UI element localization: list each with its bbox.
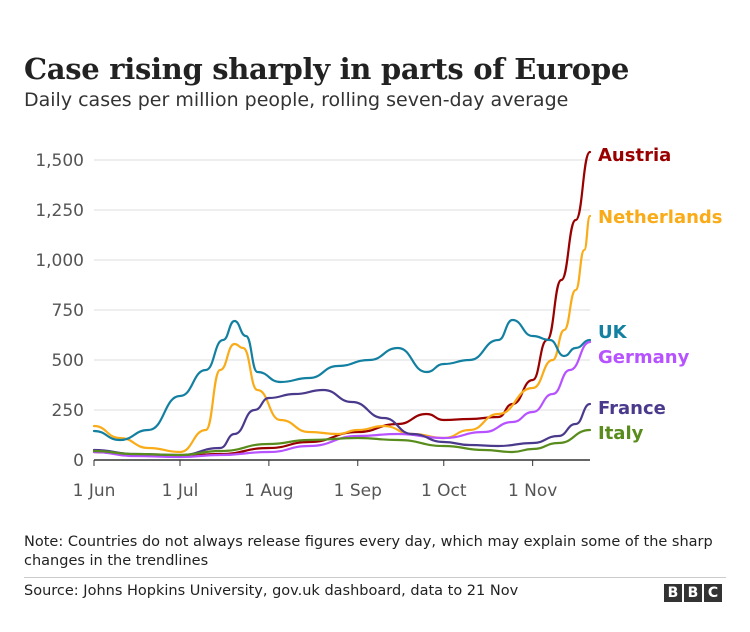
y-tick-label: 500: [52, 351, 84, 371]
y-tick-label: 0: [73, 451, 84, 471]
series-labels: Austria Netherlands UK Germany France Italy: [598, 145, 723, 444]
x-tick-label: 1 Sep: [334, 481, 382, 501]
x-tick-label: 1 Jul: [162, 481, 199, 501]
chart-title: Case rising sharply in parts of Europe: [24, 52, 629, 86]
footer-divider: [24, 577, 726, 578]
series-label-france: France: [598, 398, 666, 419]
y-tick-label: 1,500: [35, 151, 84, 171]
x-tick-label: 1 Jun: [73, 481, 116, 501]
y-axis: 0 250 500 750 1,000 1,250 1,500: [35, 151, 84, 471]
x-tick-label: 1 Oct: [421, 481, 467, 501]
logo-letter: B: [684, 584, 702, 602]
logo-letter: B: [664, 584, 682, 602]
series-line-france: [92, 388, 592, 457]
footnote: Note: Countries do not always release fi…: [24, 534, 713, 569]
series-label-germany: Germany: [598, 347, 690, 368]
series-label-italy: Italy: [598, 423, 644, 444]
y-tick-label: 1,250: [35, 201, 84, 221]
chart-subtitle: Daily cases per million people, rolling …: [24, 89, 569, 111]
series-label-uk: UK: [598, 322, 628, 343]
series-lines: [92, 150, 592, 459]
x-axis: 1 Jun 1 Jul 1 Aug 1 Sep 1 Oct 1 Nov: [73, 460, 557, 501]
y-tick-label: 250: [52, 401, 84, 421]
x-tick-label: 1 Aug: [244, 481, 293, 501]
logo-letter: C: [704, 584, 722, 602]
grid: [94, 159, 590, 461]
y-tick-label: 1,000: [35, 251, 84, 271]
y-tick-label: 750: [52, 301, 84, 321]
series-line-netherlands: [92, 214, 592, 454]
bbc-logo: B B C: [664, 584, 722, 602]
source-text: Source: Johns Hopkins University, gov.uk…: [24, 583, 519, 599]
series-line-germany: [92, 340, 592, 459]
series-line-uk: [92, 318, 592, 442]
line-chart: 0 250 500 750 1,000 1,250 1,500 1 Jun 1 Jul 1 Au…: [35, 145, 723, 501]
series-label-netherlands: Netherlands: [598, 207, 723, 228]
series-label-austria: Austria: [598, 145, 671, 166]
series-line-italy: [92, 428, 592, 457]
x-tick-label: 1 Nov: [508, 481, 557, 501]
